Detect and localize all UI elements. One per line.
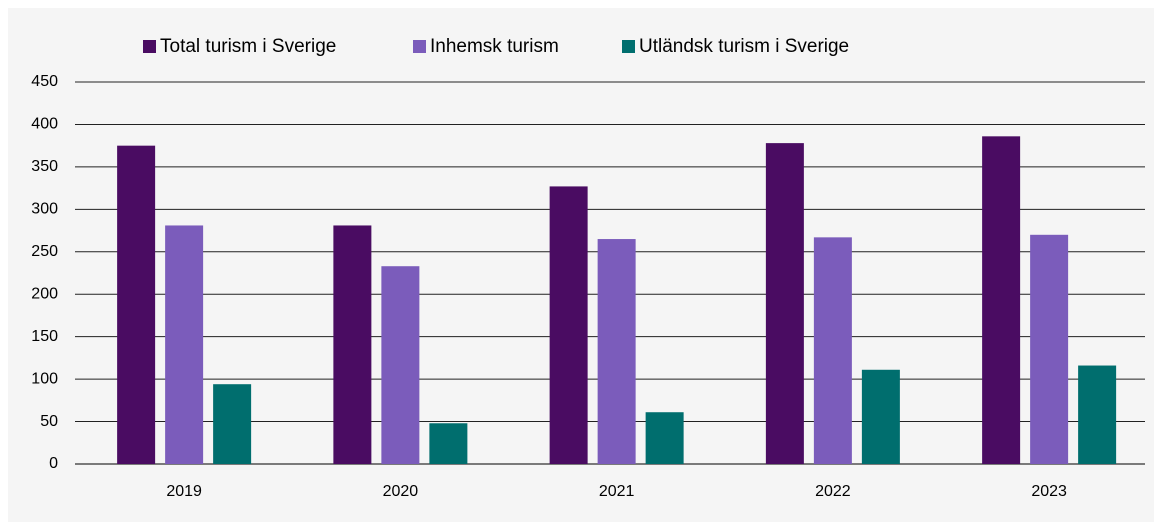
bar: [381, 266, 420, 464]
y-tick-label: 300: [31, 201, 58, 218]
bar: [1030, 234, 1069, 464]
y-tick-label: 50: [40, 413, 58, 430]
y-tick-label: 350: [31, 158, 58, 175]
y-tick-label: 400: [31, 116, 58, 133]
bar: [165, 225, 204, 464]
legend-swatch: [413, 40, 426, 53]
bar: [429, 423, 468, 464]
bar: [861, 369, 900, 464]
x-tick-label: 2022: [815, 483, 851, 500]
x-tick-label: 2023: [1031, 483, 1067, 500]
bar: [982, 136, 1021, 464]
x-tick-label: 2021: [599, 483, 635, 500]
legend-text: Inhemsk turism: [430, 36, 559, 57]
bar: [645, 412, 684, 464]
legend-swatch: [143, 40, 156, 53]
x-tick-label: 2019: [166, 483, 202, 500]
y-tick-label: 0: [49, 455, 58, 472]
bar: [333, 225, 372, 464]
y-tick-label: 150: [31, 328, 58, 345]
bar: [117, 145, 156, 464]
y-tick-label: 450: [31, 73, 58, 90]
bar: [765, 143, 804, 464]
bar: [1078, 365, 1117, 464]
legend-text: Utländsk turism i Sverige: [639, 36, 849, 57]
legend-swatch: [622, 40, 635, 53]
bar: [813, 237, 852, 464]
bar: [213, 384, 252, 464]
y-tick-label: 200: [31, 285, 58, 302]
y-tick-label: 250: [31, 243, 58, 260]
x-tick-label: 2020: [383, 483, 419, 500]
bar: [597, 239, 636, 464]
y-tick-label: 100: [31, 370, 58, 387]
bar: [549, 186, 588, 464]
legend-text: Total turism i Sverige: [160, 36, 336, 57]
